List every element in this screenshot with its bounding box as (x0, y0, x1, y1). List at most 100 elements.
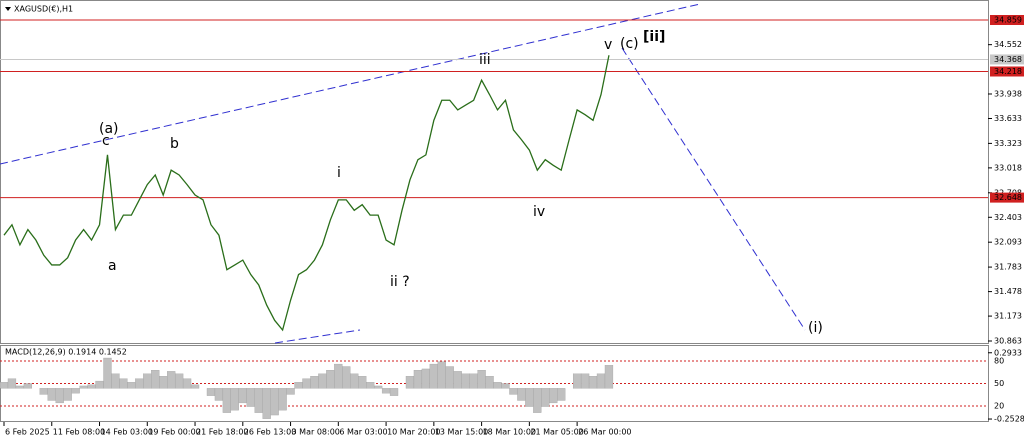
macd-bar (580, 373, 590, 389)
macd-bar (453, 371, 462, 389)
y-tick-label: 32.093 (994, 238, 1022, 247)
macd-bar (47, 388, 56, 401)
macd-bar (326, 370, 335, 389)
macd-bar (533, 388, 542, 413)
macd-bar (318, 373, 327, 389)
wave-label: [ii] (643, 29, 665, 45)
macd-bar (477, 370, 486, 389)
macd-bar (182, 378, 192, 389)
y-tick-label: 32.403 (994, 213, 1022, 222)
macd-bar (485, 376, 494, 389)
macd-bar (541, 388, 550, 407)
x-tick-label: 14 Feb 03:00 (101, 428, 153, 437)
macd-bar (358, 376, 367, 389)
x-tick-label: 26 Mar 00:00 (578, 428, 631, 437)
wave-projection (621, 47, 806, 331)
y-tick-label: 33.323 (994, 139, 1022, 148)
macd-bar (214, 388, 224, 401)
macd-bar (509, 388, 518, 395)
macd-bar (588, 376, 598, 389)
wave-label: c (102, 133, 110, 149)
wave-label: iii (479, 52, 491, 68)
macd-bar (135, 378, 144, 389)
x-tick-label: 11 Feb 08:00 (53, 428, 105, 437)
level-label: 80 (994, 357, 1004, 366)
macd-bar (103, 357, 112, 389)
level-label: 34.859 (994, 16, 1022, 25)
wave-label: v (604, 37, 612, 53)
y-tick-label: 34.552 (994, 40, 1022, 49)
macd-bar (596, 373, 606, 389)
macd-bar (262, 388, 271, 419)
level-label: 32.648 (994, 193, 1022, 202)
macd-bar (23, 383, 33, 389)
macd-bar (230, 388, 239, 411)
macd-title: MACD(12,26,9) 0.1914 0.1452 (5, 348, 127, 357)
current-price-label: 34.368 (994, 55, 1022, 64)
y-tick-label: 33.018 (994, 163, 1022, 172)
level-label-box (990, 66, 1024, 77)
macd-bar (119, 378, 128, 389)
macd-bar (525, 388, 534, 407)
macd-bar (15, 385, 25, 389)
macd-bar (222, 388, 232, 413)
macd-bar (0, 382, 9, 389)
macd-bar (501, 383, 510, 389)
macd-bar (127, 382, 136, 389)
x-tick-label: 10 Mar 20:00 (387, 428, 440, 437)
macd-bar (604, 365, 614, 389)
wave-label: a (108, 258, 117, 274)
y-tick-label: 0.2933 (994, 348, 1022, 357)
y-tick-label: 31.783 (994, 263, 1022, 272)
wave-label: (c) (620, 36, 639, 52)
macd-bar (572, 373, 582, 389)
macd-bar (286, 388, 295, 395)
macd-bar (350, 373, 359, 389)
y-tick-label: 33.938 (994, 89, 1022, 98)
macd-bar (246, 388, 255, 407)
level-label: 50 (994, 379, 1004, 388)
macd-bar (366, 382, 375, 389)
wave-label: ii ? (390, 274, 410, 290)
y-tick-label: -0.2528 (994, 415, 1024, 424)
macd-bar (151, 370, 160, 389)
x-tick-label: 18 Mar 10:00 (483, 428, 536, 437)
x-tick-label: 3 Mar 08:00 (292, 428, 340, 437)
menu-arrow (5, 7, 11, 11)
y-tick-label: 33.633 (994, 114, 1022, 123)
macd-bar (167, 371, 176, 389)
macd-bar (334, 363, 343, 389)
macd-bar (389, 388, 399, 396)
macd-bar (445, 366, 454, 389)
macd-bar (174, 373, 184, 389)
x-tick-label: 13 Mar 15:00 (435, 428, 488, 437)
wave-label: (a) (99, 121, 119, 137)
macd-bar (79, 385, 88, 389)
macd-bar (87, 384, 96, 389)
current-price-box (990, 54, 1024, 65)
macd-bar (413, 370, 423, 389)
macd-bar (294, 382, 303, 389)
macd-bar (405, 376, 415, 389)
x-tick-label: 19 Feb 00:00 (148, 428, 200, 437)
macd-bar (310, 376, 319, 389)
level-label-box (990, 192, 1024, 203)
macd-bar (437, 361, 446, 389)
macd-bar (342, 366, 351, 389)
macd-bar (493, 382, 502, 389)
level-label: 34.218 (994, 67, 1022, 76)
macd-bar (278, 388, 287, 411)
macd-bar (39, 388, 48, 395)
y-tick-label: 31.173 (994, 312, 1022, 321)
macd-bar (143, 373, 152, 389)
macd-bar (254, 388, 263, 413)
chart-title: XAGUSD(€),H1 (14, 5, 73, 14)
macd-bar (206, 388, 216, 396)
main-pane (0, 0, 989, 344)
macd-bar (373, 385, 383, 389)
x-tick-label: 26 Feb 13:00 (244, 428, 296, 437)
macd-bar (95, 380, 104, 389)
x-tick-label: 6 Mar 03:00 (339, 428, 387, 437)
wave-label: iv (533, 204, 545, 220)
